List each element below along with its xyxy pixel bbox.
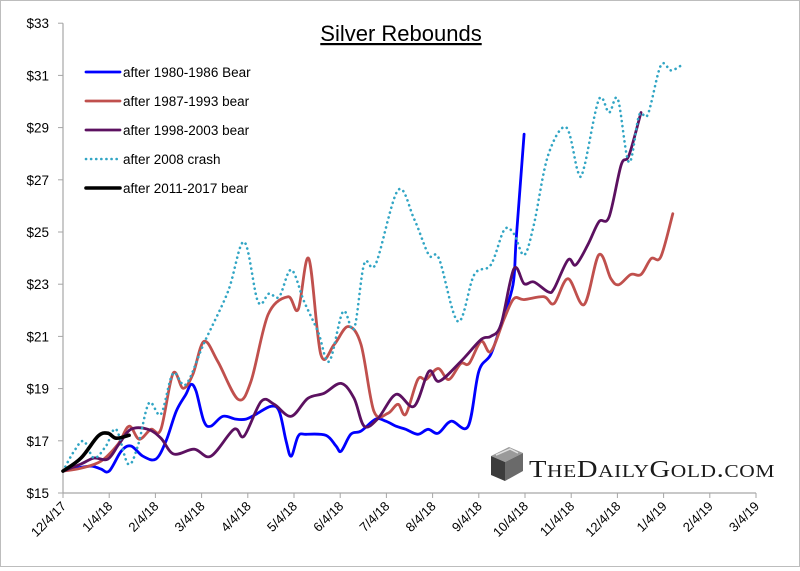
y-tick-label: $17 (26, 434, 49, 449)
legend-label: after 2011-2017 bear (123, 181, 249, 196)
y-tick-label: $33 (26, 16, 49, 31)
legend-label: after 1980-1986 Bear (123, 65, 251, 80)
y-tick-label: $15 (26, 486, 49, 501)
x-tick-label: 2/4/18 (125, 499, 161, 535)
series-line-after-1980-1986-bear (61, 132, 526, 474)
y-tick-label: $21 (26, 329, 49, 344)
x-tick-label: 5/4/18 (264, 499, 300, 535)
chart-title: Silver Rebounds (320, 21, 481, 46)
x-tick-label: 3/4/18 (172, 499, 208, 535)
gold-bar-icon (491, 447, 523, 481)
series-line-after-2011-2017-bear (61, 431, 131, 473)
legend-label: after 1998-2003 bear (123, 123, 250, 138)
x-tick-label: 12/4/18 (582, 499, 623, 540)
x-tick-label: 10/4/18 (490, 499, 531, 540)
x-tick-label: 8/4/18 (403, 499, 439, 535)
watermark-logo: T HE D AILY G OLD .COM (491, 447, 775, 483)
x-tick-label: 7/4/18 (356, 499, 392, 535)
y-tick-label: $25 (26, 225, 49, 240)
x-tick-label: 3/4/19 (726, 499, 762, 535)
x-tick-label: 1/4/18 (79, 499, 115, 535)
series-line-after-2008-crash (61, 61, 683, 473)
x-tick-label: 1/4/19 (634, 499, 670, 535)
legend-label: after 2008 crash (123, 152, 221, 167)
watermark-text: T HE D AILY G OLD .COM (529, 457, 775, 483)
series-line-after-1987-1993-bear (61, 212, 675, 473)
legend-label: after 1987-1993 bear (123, 94, 250, 109)
x-tick-label: 12/4/17 (28, 499, 69, 540)
x-tick-label: 2/4/19 (680, 499, 716, 535)
x-tick-label: 11/4/18 (537, 499, 578, 540)
y-tick-label: $29 (26, 121, 49, 136)
legend: after 1980-1986 Bear after 1987-1993 bear… (84, 65, 251, 196)
series-line-after-1998-2003-bear (61, 111, 643, 473)
x-tick-label: 4/4/18 (218, 499, 254, 535)
x-tick-label: 9/4/18 (449, 499, 485, 535)
x-tick-label: 6/4/18 (310, 499, 346, 535)
y-tick-label: $27 (26, 173, 49, 188)
y-tick-label: $23 (26, 277, 49, 292)
y-tick-label: $31 (26, 68, 49, 83)
series-group (61, 61, 683, 474)
y-tick-label: $19 (26, 382, 49, 397)
